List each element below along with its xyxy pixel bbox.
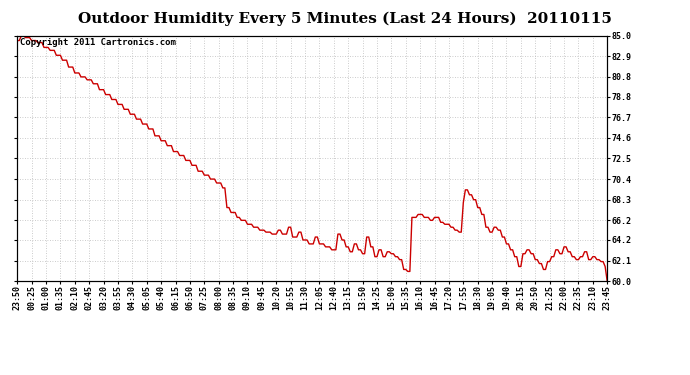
Text: Copyright 2011 Cartronics.com: Copyright 2011 Cartronics.com: [20, 38, 176, 47]
Text: Outdoor Humidity Every 5 Minutes (Last 24 Hours)  20110115: Outdoor Humidity Every 5 Minutes (Last 2…: [78, 11, 612, 26]
